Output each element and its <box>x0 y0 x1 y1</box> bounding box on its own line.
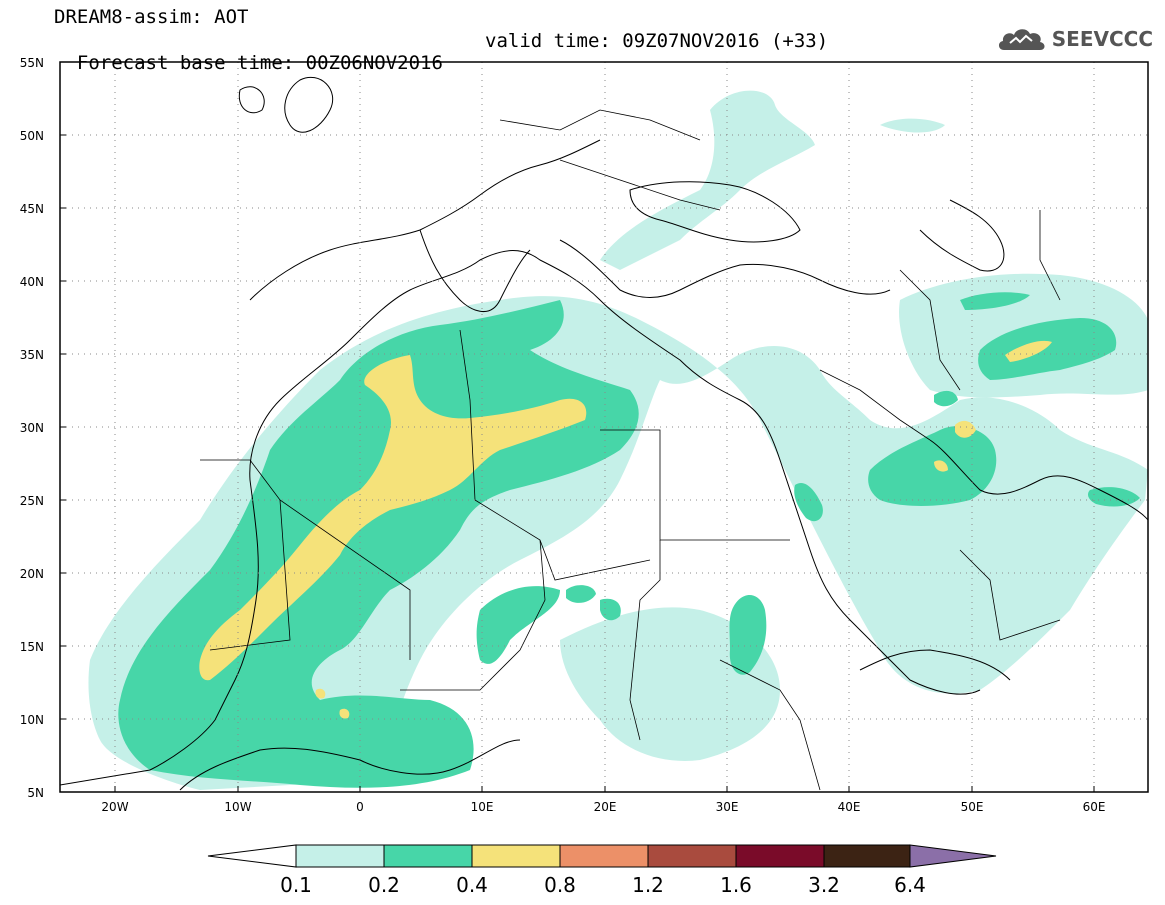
lon-label: 40E <box>838 800 861 814</box>
seevccc-logo: SEEVCCC <box>996 24 1153 54</box>
lat-label: 50N <box>20 129 44 143</box>
colorbar-arrow-right <box>909 844 997 868</box>
colorbar-swatch <box>823 844 911 868</box>
lat-label: 20N <box>20 567 44 581</box>
colorbar-label: 0.1 <box>280 873 312 897</box>
lat-label: 45N <box>20 202 44 216</box>
latitude-labels: 55N 50N 45N 40N 35N 30N 25N 20N 15N 10N … <box>20 56 44 800</box>
lat-label: 5N <box>27 786 44 800</box>
valid-time: valid time: 09Z07NOV2016 (+33) <box>485 30 829 52</box>
lon-label: 20E <box>594 800 617 814</box>
colorbar-swatch <box>295 844 385 868</box>
colorbar-swatch <box>735 844 825 868</box>
colorbar-swatch <box>559 844 649 868</box>
lon-label: 30E <box>716 800 739 814</box>
lon-label: 10E <box>471 800 494 814</box>
colorbar-label: 0.2 <box>368 873 400 897</box>
lon-label: 20W <box>101 800 128 814</box>
base-time: Forecast base time: 00Z06NOV2016 <box>76 52 443 74</box>
colorbar-labels: 0.1 0.2 0.4 0.8 1.2 1.6 3.2 6.4 <box>280 873 926 897</box>
colorbar-label: 1.2 <box>632 873 664 897</box>
forecast-time-line: Forecast base time: 00Z06NOV2016 valid t… <box>54 30 828 96</box>
map-title: DREAM8-assim: AOT <box>54 6 249 28</box>
logo-text: SEEVCCC <box>1051 27 1153 51</box>
longitude-labels: 20W 10W 0 10E 20E 30E 40E 50E 60E <box>101 800 1105 814</box>
lat-label: 35N <box>20 348 44 362</box>
lon-label: 0 <box>356 800 364 814</box>
graticule <box>60 62 1148 792</box>
coastlines <box>60 76 1148 791</box>
colorbar-label: 0.4 <box>456 873 488 897</box>
lon-label: 50E <box>961 800 984 814</box>
colorbar-label: 3.2 <box>808 873 840 897</box>
lon-label: 10W <box>224 800 251 814</box>
colorbar-swatch <box>647 844 737 868</box>
colorbar-swatch <box>383 844 473 868</box>
colorbar-label: 1.6 <box>720 873 752 897</box>
aot-band-0.4 <box>199 340 1052 719</box>
colorbar-swatch <box>471 844 561 868</box>
lat-label: 25N <box>20 494 44 508</box>
aot-contours <box>88 90 1148 790</box>
lat-label: 30N <box>20 421 44 435</box>
colorbar <box>207 844 997 868</box>
colorbar-label: 6.4 <box>894 873 926 897</box>
lat-label: 15N <box>20 640 44 654</box>
lat-label: 55N <box>20 56 44 70</box>
colorbar-label: 0.8 <box>544 873 576 897</box>
colorbar-arrow-left <box>207 844 297 868</box>
tick-marks <box>60 61 1095 793</box>
lat-label: 40N <box>20 275 44 289</box>
lat-label: 10N <box>20 713 44 727</box>
cloud-icon <box>998 29 1045 50</box>
country-borders <box>200 109 1061 791</box>
lon-label: 60E <box>1083 800 1106 814</box>
